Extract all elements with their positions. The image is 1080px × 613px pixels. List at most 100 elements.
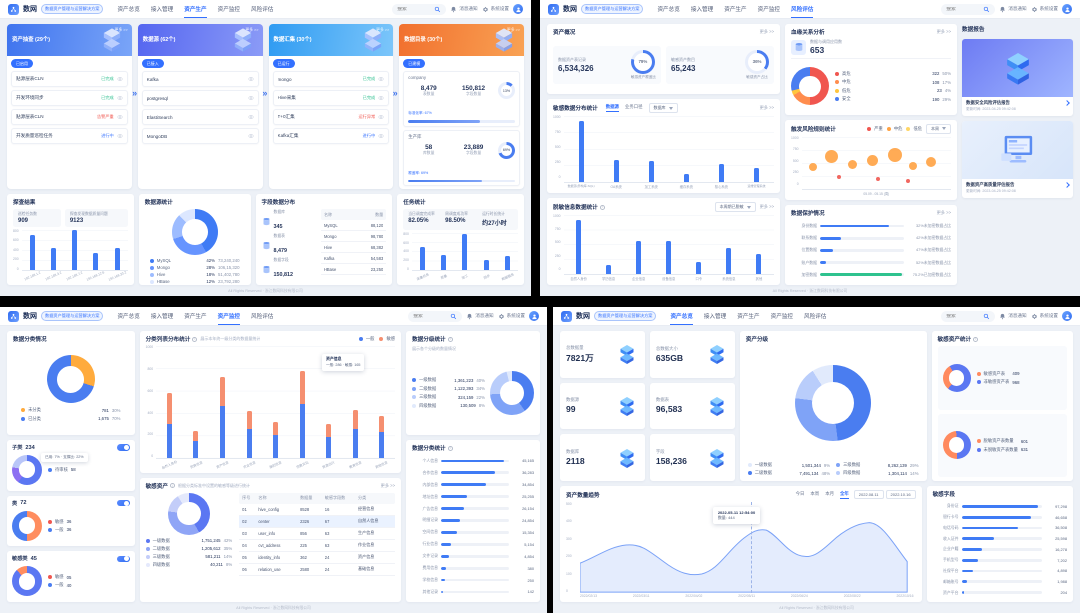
info-icon[interactable]: i xyxy=(169,483,175,489)
bar[interactable] xyxy=(114,248,120,270)
stacked-bar[interactable] xyxy=(219,346,225,458)
date-from-picker[interactable]: 2022.08.11 xyxy=(853,490,884,499)
nav-item-overview[interactable]: 资产总览 xyxy=(670,307,693,325)
more-link[interactable]: 更多 >> xyxy=(759,105,775,110)
nav-item-overview[interactable]: 资产总览 xyxy=(117,313,140,320)
toggle-switch[interactable] xyxy=(116,444,130,451)
bar[interactable] xyxy=(93,253,99,270)
nav-item-overview[interactable]: 资产总览 xyxy=(117,6,140,13)
table-row-selected[interactable]: 02 center 2326 67 自然人信息 xyxy=(239,515,396,528)
settings-button[interactable]: 系统设置 xyxy=(1031,6,1058,13)
more-link[interactable]: 更多 >> xyxy=(380,482,396,488)
search-icon[interactable] xyxy=(983,6,990,13)
nav-item-ingest[interactable]: 接入管理 xyxy=(690,6,714,13)
nav-item-risk[interactable]: 风险评估 xyxy=(251,6,274,13)
nav-item-risk[interactable]: 风险评估 xyxy=(804,313,827,320)
status-tag[interactable]: 已启用 xyxy=(11,59,33,68)
search-input[interactable] xyxy=(413,313,448,319)
bar[interactable] xyxy=(50,247,56,270)
settings-button[interactable]: 系统设置 xyxy=(498,313,525,320)
tab-week[interactable]: 本周 xyxy=(810,490,820,496)
tab-business[interactable]: 业务口径 xyxy=(624,104,643,109)
search-box[interactable] xyxy=(941,310,996,322)
bar[interactable] xyxy=(613,159,619,183)
stacked-bar[interactable] xyxy=(246,346,252,458)
bar[interactable] xyxy=(606,265,612,274)
bar[interactable] xyxy=(753,168,759,183)
notifications-button[interactable]: 消息通知 xyxy=(999,6,1027,13)
bar[interactable] xyxy=(72,230,78,270)
bubble[interactable] xyxy=(906,178,911,183)
bubble[interactable] xyxy=(888,148,903,163)
nav-item-ingest[interactable]: 接入管理 xyxy=(703,313,727,320)
avatar[interactable] xyxy=(1062,4,1072,14)
bar[interactable] xyxy=(648,160,654,183)
report-card-quality[interactable]: 数据资产高质量评估报告 更新时间: 2023-04-25 09:42:08 xyxy=(962,121,1073,198)
stacked-bar[interactable] xyxy=(379,346,385,458)
search-icon[interactable] xyxy=(450,313,457,320)
status-tag[interactable]: 已接入 xyxy=(141,59,164,68)
bar[interactable] xyxy=(636,241,642,274)
info-icon[interactable]: i xyxy=(447,336,453,342)
table-row[interactable]: 05 identity_info 362 24 资产信息 xyxy=(239,552,396,564)
eye-icon[interactable] xyxy=(378,95,384,101)
nav-item-production[interactable]: 资产生产 xyxy=(184,313,207,320)
table-row[interactable]: 04 cvt_address 225 63 作业信息 xyxy=(239,540,396,552)
status-tag[interactable]: 已运行 xyxy=(272,59,295,68)
search-input[interactable] xyxy=(946,6,981,12)
info-icon[interactable]: i xyxy=(973,336,979,342)
toggle-switch[interactable] xyxy=(116,499,130,507)
search-box[interactable] xyxy=(408,310,463,322)
nav-item-monitor[interactable]: 资产监控 xyxy=(757,6,781,13)
table-row[interactable]: MySQL 88,120 xyxy=(320,220,387,231)
bar[interactable] xyxy=(578,121,584,183)
more-link[interactable]: 更多 >> xyxy=(114,28,128,32)
table-row[interactable]: 01 hive_config 8528 16 经营信息 xyxy=(239,504,396,516)
avatar[interactable] xyxy=(513,4,523,14)
bar[interactable] xyxy=(726,247,732,274)
tab-today[interactable]: 今日 xyxy=(795,490,805,496)
arrow-right-icon[interactable] xyxy=(1064,100,1070,106)
more-link[interactable]: 更多 >> xyxy=(759,29,775,34)
nav-item-risk[interactable]: 风险评估 xyxy=(251,313,274,320)
notifications-button[interactable]: 消息通知 xyxy=(999,313,1027,320)
report-card-security[interactable]: 数据安全风险评估报告 更新时间: 2023-04-25 09:42:08 xyxy=(962,39,1073,116)
bar[interactable] xyxy=(756,253,762,274)
eye-icon[interactable] xyxy=(248,133,254,139)
search-input[interactable] xyxy=(397,6,432,12)
stacked-bar[interactable] xyxy=(166,346,172,458)
bar[interactable] xyxy=(696,262,702,274)
avatar[interactable] xyxy=(529,311,539,321)
eye-icon[interactable] xyxy=(117,114,123,120)
more-link[interactable]: 更多 >> xyxy=(376,28,390,32)
nav-item-ingest[interactable]: 接入管理 xyxy=(150,313,174,320)
eye-icon[interactable] xyxy=(248,114,254,120)
more-link[interactable]: 更多 >> xyxy=(936,209,952,215)
tab-datasource[interactable]: 数据源 xyxy=(605,104,619,112)
bar[interactable] xyxy=(666,241,672,274)
search-box[interactable] xyxy=(941,3,996,15)
bar[interactable] xyxy=(504,255,510,270)
eye-icon[interactable] xyxy=(117,133,123,139)
search-icon[interactable] xyxy=(983,313,990,320)
table-row[interactable]: Hive 68,382 xyxy=(320,242,387,253)
info-icon[interactable]: i xyxy=(599,204,605,210)
bar[interactable] xyxy=(441,255,447,270)
tab-month[interactable]: 本月 xyxy=(825,490,834,496)
bubble[interactable] xyxy=(867,154,879,166)
tab-year[interactable]: 全年 xyxy=(840,491,849,499)
bubble[interactable] xyxy=(847,159,857,169)
bar[interactable] xyxy=(576,219,582,274)
info-icon[interactable]: i xyxy=(447,445,453,451)
bubble[interactable] xyxy=(925,156,936,167)
settings-button[interactable]: 系统设置 xyxy=(482,6,509,13)
settings-button[interactable]: 系统设置 xyxy=(1031,313,1058,320)
eye-icon[interactable] xyxy=(117,95,123,101)
bar[interactable] xyxy=(29,234,35,270)
eye-icon[interactable] xyxy=(117,76,123,82)
bubble[interactable] xyxy=(825,150,839,164)
more-link[interactable]: 更多 >> xyxy=(759,204,775,210)
more-link[interactable]: 更多 >> xyxy=(936,29,952,34)
nav-item-ingest[interactable]: 接入管理 xyxy=(150,6,174,13)
nav-item-monitor[interactable]: 资产监控 xyxy=(217,6,241,13)
